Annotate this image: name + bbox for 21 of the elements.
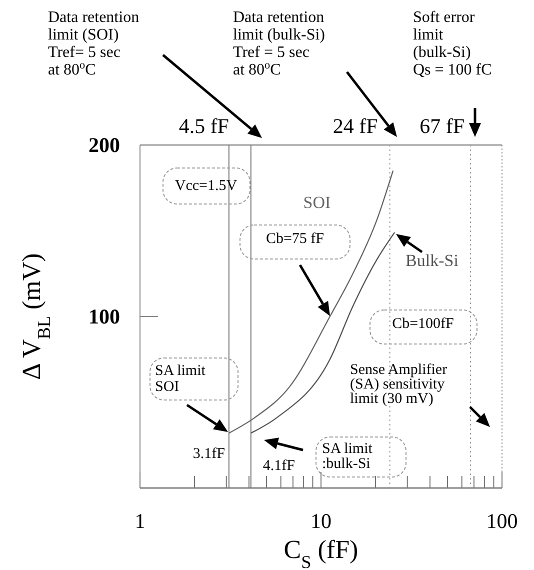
ref-line-label: 3.1fF <box>192 446 225 462</box>
y-tick-label: 200 <box>88 133 120 157</box>
x-axis-title: C$_{S}$ (fF) <box>284 535 358 570</box>
ref-line-label: 4.1fF <box>262 458 296 474</box>
text: 4.5 fF <box>178 114 229 138</box>
annotation: Cb=75 fF <box>266 231 324 247</box>
series-label: Bulk-Si <box>406 251 459 270</box>
x-tick-label: 10 <box>310 509 332 533</box>
ref-line-label: 67 fF <box>420 114 465 138</box>
text: Data retention limit (bulk-Si) Tref = 5 sec at 80$^{o}$C <box>233 9 325 78</box>
annotation: Vcc=1.5V <box>174 178 238 194</box>
annotation: Cb=100fF <box>392 316 454 332</box>
annotation: Sense Amplifier (SA) sensitivity limit (30 mV) <box>350 362 448 407</box>
annotation: SA limit :bulk-Si <box>322 441 374 472</box>
text: Data retention limit (SOI) Tref= 5 sec at 80$^{o}$C <box>48 9 140 78</box>
text: Soft error limit (bulk-Si) Qs = 100 fC <box>413 9 492 78</box>
annotation: SA limit SOI <box>155 363 206 395</box>
x-tick-label: 100 <box>486 509 518 533</box>
text: SOI <box>303 193 332 212</box>
ref-line-label: 24 fF <box>332 114 378 138</box>
x-tick-label: 1 <box>134 509 146 533</box>
